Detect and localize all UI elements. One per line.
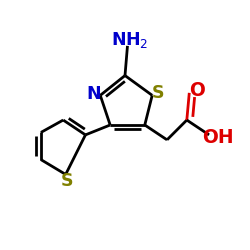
Text: OH: OH xyxy=(202,128,234,147)
Text: S: S xyxy=(152,84,164,102)
Text: N: N xyxy=(87,85,102,103)
Text: O: O xyxy=(189,81,205,100)
Text: NH$_2$: NH$_2$ xyxy=(111,30,148,50)
Text: S: S xyxy=(61,172,73,190)
